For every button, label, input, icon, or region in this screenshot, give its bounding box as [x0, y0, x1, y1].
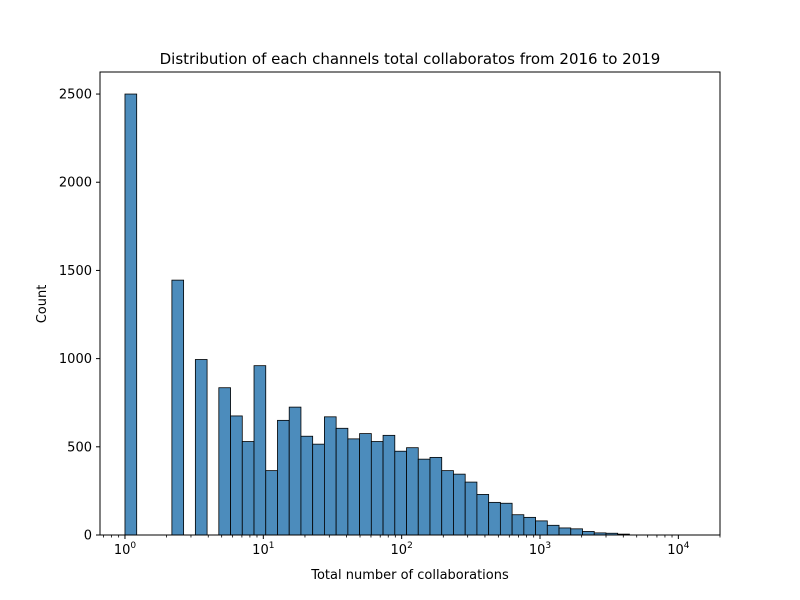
- y-tick-label: 2000: [59, 176, 92, 191]
- histogram-bar: [194, 359, 208, 536]
- histogram-bar: [582, 531, 595, 536]
- histogram-bar: [230, 415, 243, 536]
- histogram-bar: [347, 438, 360, 536]
- y-axis-ticks: 0 500 1000 1500 2000 2500: [59, 88, 100, 544]
- histogram-bar: [535, 520, 548, 536]
- histogram-bar: [335, 427, 349, 536]
- x-tick-label: 101: [252, 541, 274, 558]
- x-axis-minor-ticks: [103, 535, 721, 538]
- histogram-bar: [253, 365, 267, 536]
- histogram-bar: [394, 450, 407, 536]
- histogram-bar: [464, 481, 478, 536]
- x-tick-label: 100: [114, 541, 137, 558]
- histogram-bar: [382, 434, 396, 536]
- histogram-bar: [476, 494, 490, 536]
- histogram-bar: [241, 441, 255, 536]
- y-tick-label: 1500: [59, 264, 92, 279]
- histogram-bar: [429, 456, 443, 536]
- chart-title: Distribution of each channels total coll…: [160, 50, 661, 68]
- y-tick-label: 0: [84, 529, 92, 544]
- histogram-bar: [265, 470, 278, 536]
- plot-frame: [99, 71, 721, 536]
- y-axis-label: Count: [35, 285, 50, 324]
- histogram-bar: [288, 406, 302, 536]
- histogram-bar: [370, 441, 384, 536]
- histogram-bar: [312, 443, 325, 536]
- histogram-bar: [570, 528, 583, 536]
- x-axis-label: Total number of collaborations: [310, 568, 509, 583]
- y-tick-label: 1000: [59, 352, 92, 367]
- histogram-bar: [359, 433, 372, 536]
- histogram-bar: [511, 514, 525, 536]
- histogram-bar: [417, 458, 431, 536]
- x-tick-label: 103: [529, 541, 551, 558]
- x-tick-label: 104: [667, 541, 690, 558]
- histogram-bar: [499, 502, 513, 536]
- histogram-bar: [324, 416, 337, 536]
- histogram-bar: [558, 527, 572, 536]
- bars-group: [124, 93, 630, 536]
- histogram-bar: [124, 93, 138, 536]
- y-tick-label: 2500: [59, 88, 92, 103]
- histogram-bar: [218, 387, 231, 536]
- histogram-bar: [277, 419, 290, 536]
- histogram-bar: [546, 524, 560, 536]
- x-axis-ticks: 100 101 102 103 104: [114, 535, 690, 558]
- histogram-bar: [406, 447, 419, 536]
- x-tick-label: 102: [391, 541, 413, 558]
- histogram-bar: [441, 470, 454, 536]
- histogram-bar: [453, 473, 466, 536]
- histogram-bar: [523, 516, 536, 536]
- histogram-bar: [300, 435, 314, 536]
- histogram-bar: [488, 501, 501, 536]
- y-tick-label: 500: [67, 440, 92, 455]
- histogram-bar: [171, 279, 185, 536]
